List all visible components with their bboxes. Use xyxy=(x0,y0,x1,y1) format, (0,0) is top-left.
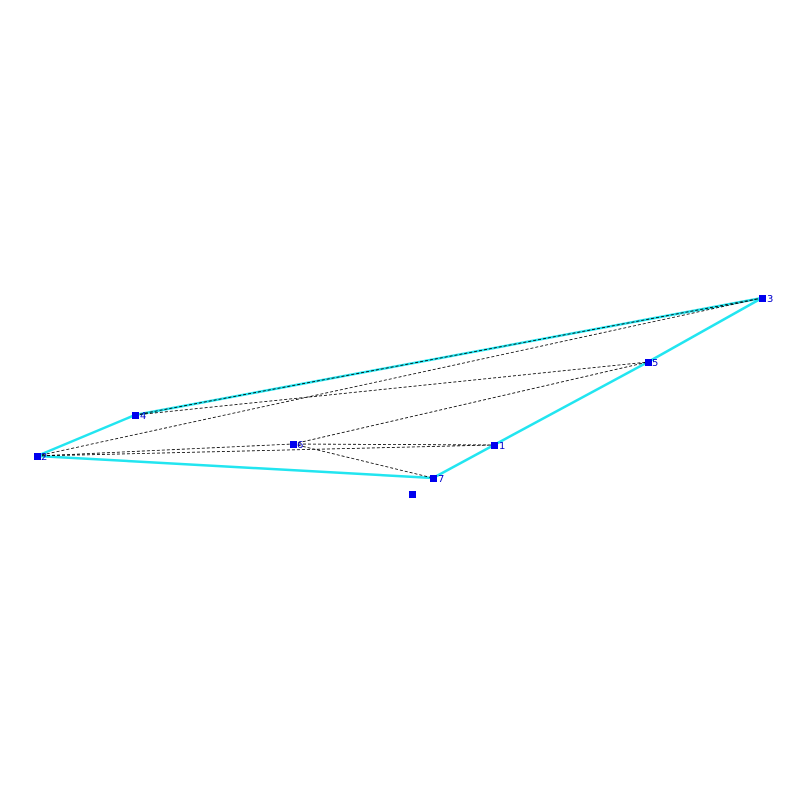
inner-edge xyxy=(134,361,649,416)
point-label: 5 xyxy=(652,358,658,369)
point-label: 1 xyxy=(499,441,505,452)
inner-edge xyxy=(36,444,495,457)
point-label: 7 xyxy=(438,474,444,485)
point xyxy=(491,442,498,449)
point xyxy=(759,295,766,302)
hull-edge xyxy=(36,454,434,480)
inner-edges xyxy=(36,297,763,479)
point xyxy=(290,441,297,448)
inner-edge xyxy=(134,297,763,416)
points xyxy=(34,295,766,498)
inner-edge xyxy=(36,297,763,457)
point-label: 3 xyxy=(767,294,773,305)
inner-edge xyxy=(292,443,434,479)
inner-edge xyxy=(292,443,495,446)
inner-edge xyxy=(292,361,649,445)
hull-edge xyxy=(432,443,495,480)
point xyxy=(430,475,437,482)
hull-edge xyxy=(647,296,763,364)
hull-edge xyxy=(493,360,649,447)
labels: 1 2 3 4 5 6 7 xyxy=(41,294,773,485)
inner-edge xyxy=(36,443,294,457)
point-label: 2 xyxy=(41,452,47,463)
point xyxy=(409,491,416,498)
point xyxy=(34,453,41,460)
hull-edge xyxy=(36,413,136,458)
point-label: 6 xyxy=(297,440,303,451)
point xyxy=(132,412,139,419)
point-label: 4 xyxy=(140,411,146,422)
point xyxy=(645,359,652,366)
